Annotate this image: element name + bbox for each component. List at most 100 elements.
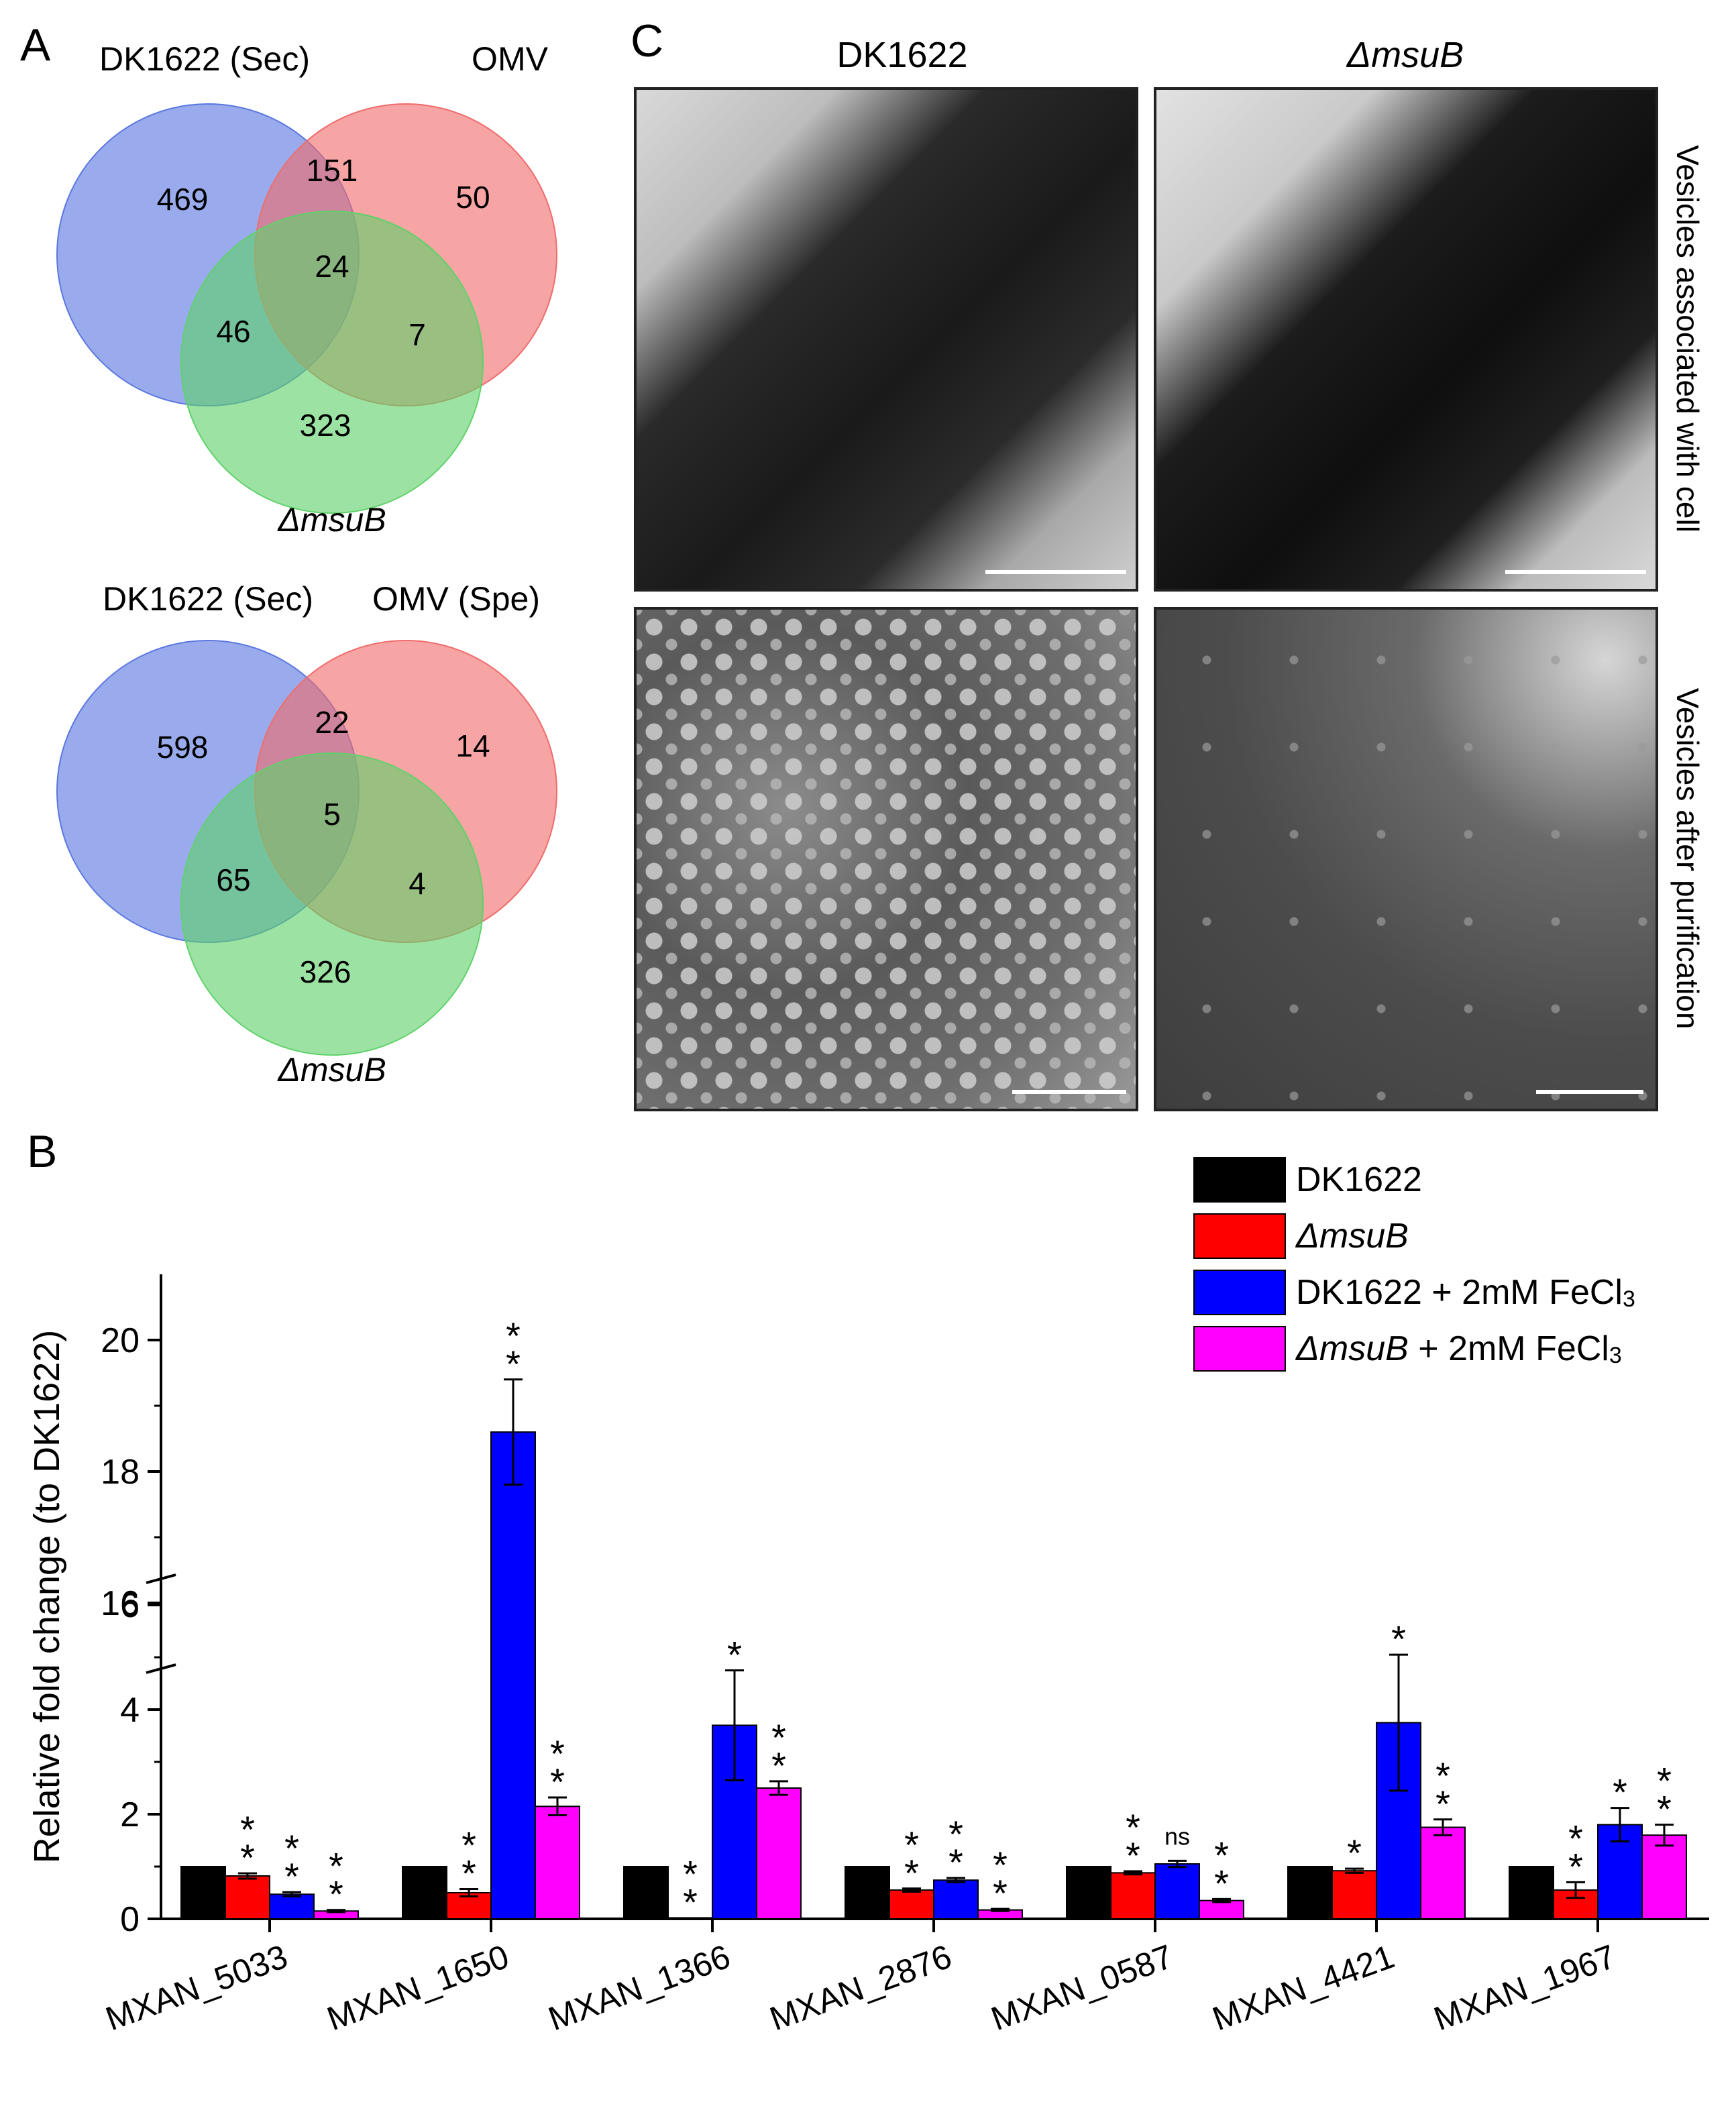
significance-label: * <box>1657 1788 1672 1830</box>
venn-label-omv-spe: OMV (Spe) <box>372 580 540 618</box>
bar <box>889 1889 934 1920</box>
y-tick-label: 18 <box>101 1453 140 1492</box>
significance-label: * <box>683 1852 698 1895</box>
significance-label: * <box>683 1881 698 1923</box>
significance-label: * <box>1214 1834 1229 1876</box>
legend-label: DK1622 <box>1296 1160 1422 1199</box>
significance-label: * <box>1214 1862 1229 1904</box>
bar <box>1332 1870 1377 1920</box>
bar <box>1641 1834 1687 1920</box>
venn-count-only-msub: 323 <box>300 408 351 443</box>
significance-label: * <box>1347 1832 1362 1874</box>
significance-label: * <box>462 1852 476 1895</box>
venn-label-msub: ΔmsuB <box>277 501 386 539</box>
venn-count-all: 24 <box>315 249 349 284</box>
venn-count-only-omv: 14 <box>455 728 490 763</box>
significance-label: * <box>1126 1806 1140 1848</box>
bar <box>225 1875 270 1920</box>
scale-bar <box>1012 1090 1126 1094</box>
axis-break-mark <box>146 1663 176 1674</box>
bar <box>490 1431 536 1920</box>
venn-count-dk1622-omv: 22 <box>315 705 349 740</box>
bar <box>535 1806 580 1920</box>
significance-label: * <box>284 1855 299 1897</box>
significance-label: * <box>550 1761 565 1803</box>
bar <box>1509 1866 1554 1920</box>
significance-label: * <box>1568 1817 1583 1859</box>
significance-label: * <box>506 1315 521 1357</box>
bar <box>933 1879 979 1920</box>
y-tick-label: 2 <box>120 1795 140 1834</box>
bar <box>845 1866 890 1920</box>
bar <box>1420 1826 1466 1920</box>
significance-label: * <box>993 1872 1008 1914</box>
bar <box>1066 1866 1111 1920</box>
micrograph-column-dk1622: DK1622 <box>836 35 967 75</box>
bar-chart: 0 2 4 616 18 20 Relative fold change (to DK162… <box>27 1157 1709 2038</box>
bar <box>180 1866 226 1920</box>
micrograph-row-purified: Vesicles after purification <box>1670 688 1705 1030</box>
significance-label: * <box>904 1852 919 1894</box>
micrograph-column-msub: ΔmsuB <box>1346 35 1464 75</box>
venn-count-only-omv: 50 <box>455 180 490 215</box>
y-tick-label: 4 <box>120 1691 140 1730</box>
venn-diagrams: DK1622 (Sec) OMV ΔmsuB 469 151 50 24 46 … <box>56 40 557 1089</box>
significance-label: * <box>1657 1760 1672 1802</box>
legend-label: ΔmsuB <box>1295 1217 1409 1256</box>
scale-bar <box>1505 570 1646 574</box>
x-tick-label: MXAN_4421 <box>1207 1938 1399 2038</box>
legend-swatch <box>1193 1157 1286 1203</box>
venn-label-dk1622-sec: DK1622 (Sec) <box>103 580 313 618</box>
micrograph-msub-purified <box>1154 607 1658 1111</box>
significance-label: * <box>1568 1845 1583 1887</box>
significance-label: * <box>1391 1618 1406 1660</box>
venn-label-msub: ΔmsuB <box>277 1051 386 1089</box>
venn-count-dk1622-msub: 46 <box>216 314 250 349</box>
significance-label: * <box>948 1813 963 1855</box>
bar <box>1287 1866 1333 1920</box>
scale-bar <box>985 570 1126 574</box>
significance-label: * <box>329 1845 343 1887</box>
x-tick-label: MXAN_5033 <box>101 1938 292 2038</box>
significance-label: * <box>948 1841 963 1883</box>
x-tick-label: MXAN_1650 <box>322 1938 514 2038</box>
bar <box>269 1893 315 1920</box>
venn-circle-msub <box>180 753 484 1056</box>
x-tick-label: MXAN_2876 <box>765 1938 957 2038</box>
legend-swatch <box>1193 1326 1286 1372</box>
y-tick-label: 6 <box>120 1586 140 1625</box>
significance-label: * <box>329 1873 343 1915</box>
x-tick-label: MXAN_0587 <box>986 1938 1178 2038</box>
venn-label-omv: OMV <box>472 40 549 78</box>
significance-label: * <box>1435 1783 1450 1825</box>
venn-diagram-bottom: DK1622 (Sec) OMV (Spe) ΔmsuB 598 22 14 5… <box>56 580 557 1089</box>
axis-break-mark <box>146 1573 176 1584</box>
venn-circle-msub <box>180 211 484 514</box>
significance-label: * <box>462 1824 476 1867</box>
legend-swatch <box>1193 1213 1286 1259</box>
x-tick-label: MXAN_1366 <box>543 1938 735 2038</box>
micrograph-dk1622-cell <box>634 87 1138 592</box>
micrograph-row-cell-associated: Vesicles associated with cell <box>1670 145 1705 533</box>
y-tick-label: 16 <box>101 1584 140 1623</box>
significance-label: * <box>550 1732 565 1775</box>
significance-label: * <box>1435 1755 1450 1797</box>
significance-label: * <box>1126 1834 1140 1877</box>
significance-label: * <box>771 1716 786 1759</box>
scale-bar <box>1536 1090 1643 1094</box>
significance-label: * <box>240 1836 255 1879</box>
significance-label: * <box>771 1744 786 1787</box>
significance-label: ns <box>1164 1822 1190 1850</box>
legend-label: ΔmsuB + 2mM FeCl3 <box>1295 1329 1622 1368</box>
y-tick-label: 20 <box>101 1321 140 1360</box>
micrograph-dk1622-purified <box>634 607 1138 1111</box>
venn-count-omv-msub: 4 <box>409 866 426 901</box>
bar <box>756 1787 802 1920</box>
y-axis-label: Relative fold change (to DK1622) <box>27 1330 67 1863</box>
panel-label-c: C <box>631 15 663 66</box>
bar <box>623 1866 669 1920</box>
x-tick-label: MXAN_1967 <box>1429 1938 1621 2038</box>
significance-label: * <box>240 1808 255 1850</box>
significance-label: * <box>1613 1771 1627 1814</box>
micrograph-msub-cell <box>1154 87 1658 592</box>
